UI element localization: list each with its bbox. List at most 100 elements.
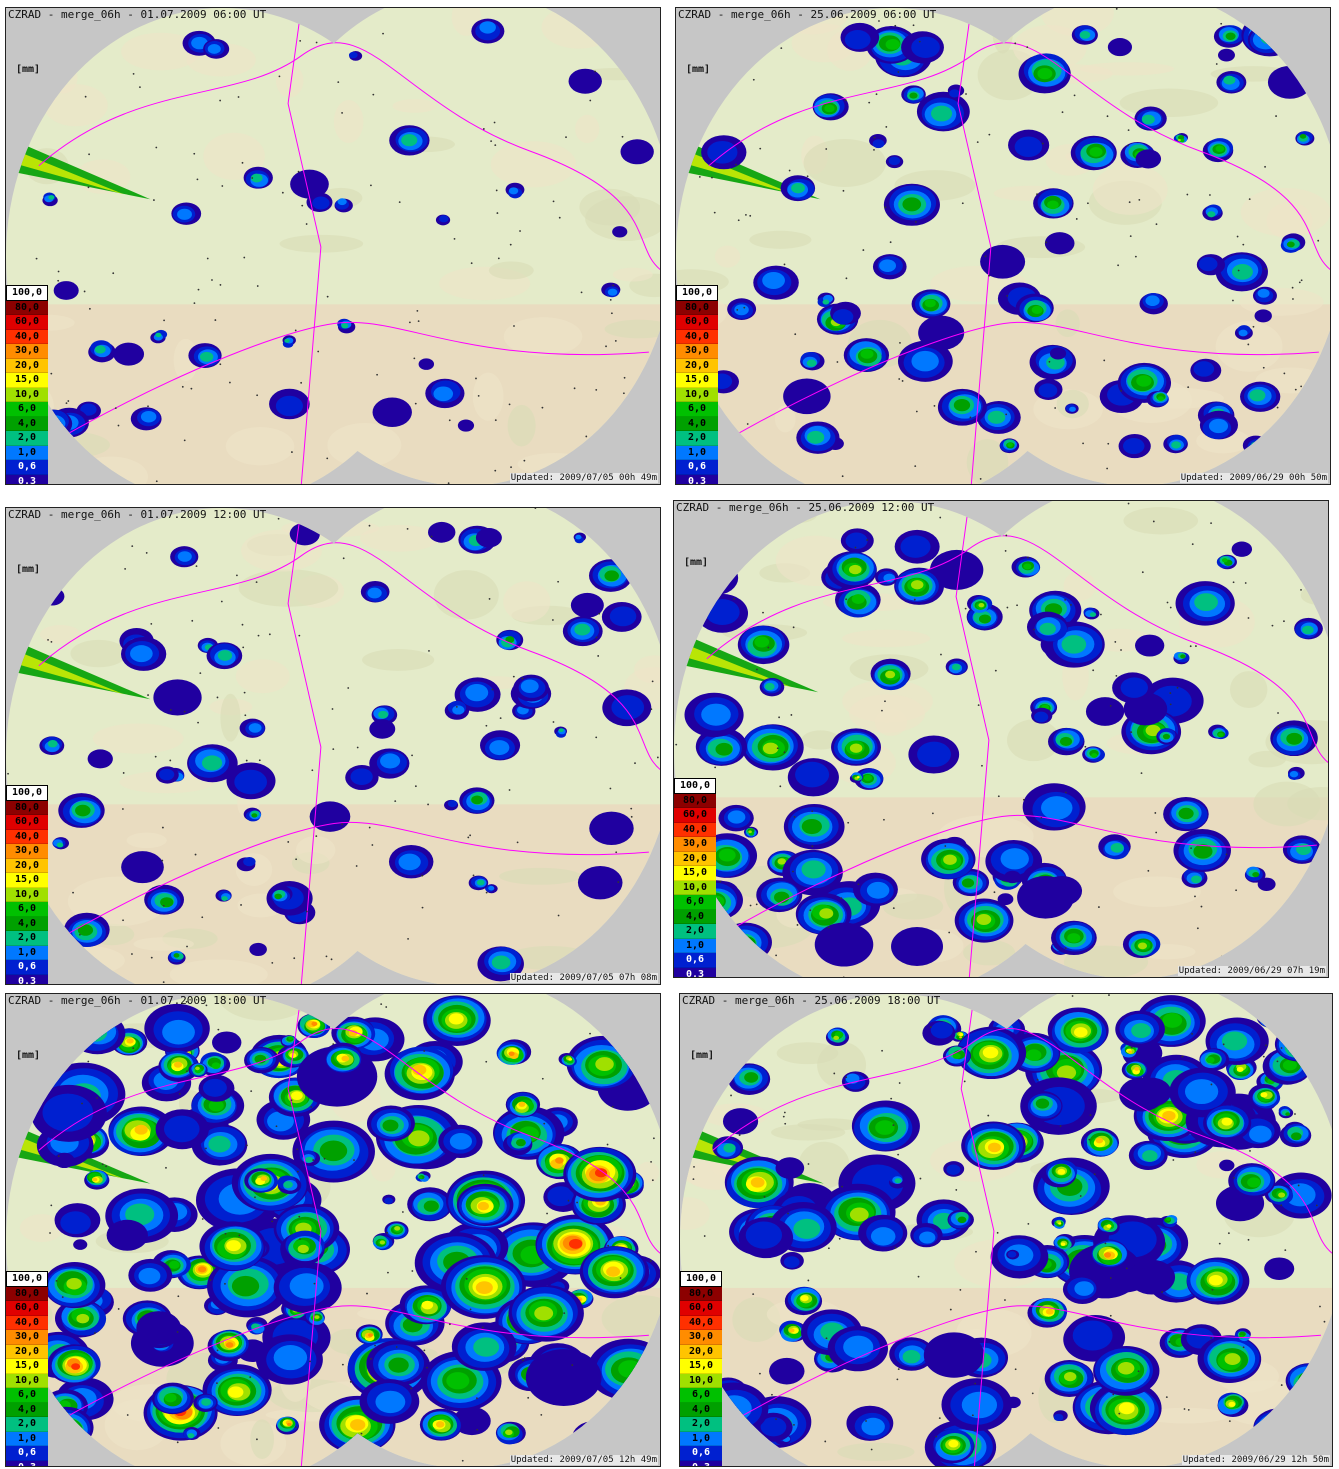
rain-cell (348, 51, 358, 59)
legend-level: 0,6 (676, 460, 718, 475)
rain-cell (1120, 677, 1148, 698)
station-dot (1063, 1464, 1066, 1466)
rain-cell (125, 1203, 155, 1226)
terrain-relief (517, 453, 592, 476)
station-dot (577, 8, 580, 9)
rain-cell (40, 587, 65, 606)
station-dot (342, 557, 345, 560)
station-dot (731, 61, 734, 64)
rain-cell (607, 288, 618, 296)
station-dot (693, 1165, 695, 1168)
station-dot (1061, 111, 1064, 114)
station-dot (162, 981, 165, 983)
rain-cell (1034, 711, 1049, 723)
precip-legend: 100,0 80,0 60,0 40,0 30,0 20,0 15,0 10,0 6,0 4,0 2… (6, 1271, 48, 1466)
rain-cell (225, 1342, 234, 1348)
station-dot (703, 1235, 706, 1237)
station-dot (557, 914, 560, 917)
station-dot (155, 146, 158, 149)
station-dot (176, 1331, 179, 1333)
station-dot (962, 13, 965, 16)
rain-cell (408, 1130, 430, 1147)
station-dot (355, 865, 358, 867)
rain-cell (949, 89, 961, 98)
station-dot (165, 1166, 167, 1169)
station-dot (1247, 617, 1250, 619)
terrain-relief (359, 525, 439, 552)
station-dot (607, 1244, 610, 1247)
station-dot (224, 1232, 227, 1235)
station-dot (1220, 955, 1223, 958)
rain-cell (1064, 1372, 1077, 1382)
rain-cell (379, 1240, 386, 1245)
rain-cell (952, 1052, 961, 1059)
rain-cell (508, 1051, 515, 1056)
station-dot (609, 298, 612, 301)
station-dot (1200, 905, 1203, 908)
station-dot (509, 243, 512, 246)
station-dot (161, 859, 164, 862)
rain-cell (1145, 295, 1160, 307)
rain-cell (744, 1072, 759, 1083)
station-dot (221, 185, 224, 187)
country-border (287, 994, 322, 1466)
terrain-relief (1063, 571, 1096, 601)
station-dot (1130, 1046, 1133, 1049)
station-dot (1004, 550, 1007, 552)
rain-cell (1031, 305, 1043, 314)
station-dot (1294, 388, 1297, 391)
rain-cell (745, 1221, 783, 1249)
legend-level: 40,0 (676, 329, 718, 344)
terrain-relief (220, 693, 241, 742)
station-dot (1092, 669, 1095, 672)
station-dot (1264, 165, 1266, 168)
station-dot (294, 329, 297, 332)
terrain-relief (92, 723, 184, 754)
legend-level: 0,6 (674, 953, 716, 968)
station-dot (413, 357, 416, 360)
rain-cell (1284, 1183, 1316, 1207)
station-dot (1280, 1047, 1283, 1049)
station-dot (1323, 1320, 1326, 1323)
country-border (18, 1305, 649, 1445)
station-dot (83, 457, 86, 460)
station-dot (783, 751, 786, 754)
station-dot (794, 333, 797, 336)
rain-cell (707, 140, 738, 164)
precip-legend: 100,0 80,0 60,0 40,0 30,0 20,0 15,0 10,0 6,0 4,0 2… (680, 1271, 722, 1466)
station-dot (780, 47, 783, 50)
legend-level: 0,3 (6, 474, 48, 484)
station-dot (476, 1397, 478, 1399)
rain-cell (401, 134, 418, 147)
rain-cell (1284, 1036, 1314, 1059)
station-dot (595, 736, 598, 739)
station-dot (1048, 360, 1051, 363)
rain-cell (708, 1015, 742, 1040)
station-dot (1275, 115, 1277, 117)
station-dot (807, 1163, 810, 1165)
station-dot (277, 517, 280, 520)
terrain-relief (490, 141, 577, 188)
station-dot (1211, 1288, 1214, 1291)
station-dot (767, 646, 770, 649)
rain-cell (136, 1311, 182, 1345)
station-dot (244, 714, 247, 717)
station-dot (755, 903, 758, 906)
station-dot (730, 1094, 732, 1097)
station-dot (242, 646, 245, 649)
country-border (708, 42, 1330, 272)
station-dot (380, 1003, 383, 1006)
station-dot (1070, 604, 1072, 606)
rain-cell (845, 532, 868, 549)
station-dot (1015, 23, 1017, 26)
station-dot (552, 200, 555, 203)
station-dot (214, 319, 217, 321)
station-dot (1265, 1044, 1267, 1047)
station-dot (1098, 906, 1100, 908)
rain-cell (595, 1057, 614, 1072)
rain-cell (951, 663, 961, 671)
terrain-relief (225, 427, 295, 466)
rain-cell (1007, 442, 1013, 447)
rain-cell (348, 1029, 358, 1037)
rain-cell (733, 1013, 759, 1033)
